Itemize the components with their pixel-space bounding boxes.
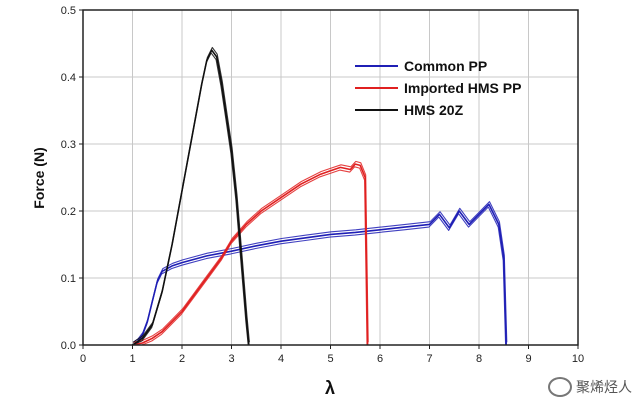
x-tick-label: 10 bbox=[572, 353, 584, 365]
y-tick-label: 0.5 bbox=[61, 5, 76, 17]
series-line bbox=[131, 206, 507, 346]
x-tick-label: 8 bbox=[476, 353, 482, 365]
x-ticks: 0 1 2 3 4 5 6 7 8 9 10 bbox=[80, 345, 584, 365]
series-line bbox=[131, 166, 368, 346]
x-tick-label: 2 bbox=[179, 353, 185, 365]
series-1 bbox=[131, 160, 369, 346]
series-line bbox=[132, 163, 369, 346]
watermark: 聚烯烃人 bbox=[548, 377, 632, 397]
legend-label: Imported HMS PP bbox=[404, 80, 521, 96]
series-2 bbox=[131, 46, 250, 346]
series-group bbox=[131, 46, 508, 346]
series-0 bbox=[131, 201, 508, 346]
y-axis-label: Force (N) bbox=[31, 147, 47, 208]
x-tick-label: 5 bbox=[327, 353, 333, 365]
watermark-text: 聚烯烃人 bbox=[576, 380, 632, 396]
series-line bbox=[131, 52, 249, 346]
x-tick-label: 6 bbox=[377, 353, 383, 365]
legend-label: HMS 20Z bbox=[404, 102, 464, 118]
y-tick-label: 0.2 bbox=[61, 206, 76, 218]
x-tick-label: 7 bbox=[426, 353, 432, 365]
wechat-icon bbox=[548, 377, 572, 397]
series-line bbox=[132, 160, 369, 343]
y-tick-label: 0.0 bbox=[61, 340, 76, 352]
x-tick-label: 9 bbox=[525, 353, 531, 365]
x-axis-label: λ bbox=[325, 378, 335, 398]
x-tick-label: 3 bbox=[228, 353, 234, 365]
y-tick-label: 0.4 bbox=[61, 72, 76, 84]
legend-label: Common PP bbox=[404, 58, 487, 74]
series-line bbox=[132, 201, 508, 343]
x-tick-label: 1 bbox=[129, 353, 135, 365]
x-tick-label: 4 bbox=[278, 353, 284, 365]
legend: Common PP Imported HMS PP HMS 20Z bbox=[355, 58, 521, 118]
y-tick-label: 0.3 bbox=[61, 139, 76, 151]
y-ticks: 0.0 0.1 0.2 0.3 0.4 0.5 bbox=[61, 5, 83, 352]
y-tick-label: 0.1 bbox=[61, 273, 76, 285]
x-tick-label: 0 bbox=[80, 353, 86, 365]
